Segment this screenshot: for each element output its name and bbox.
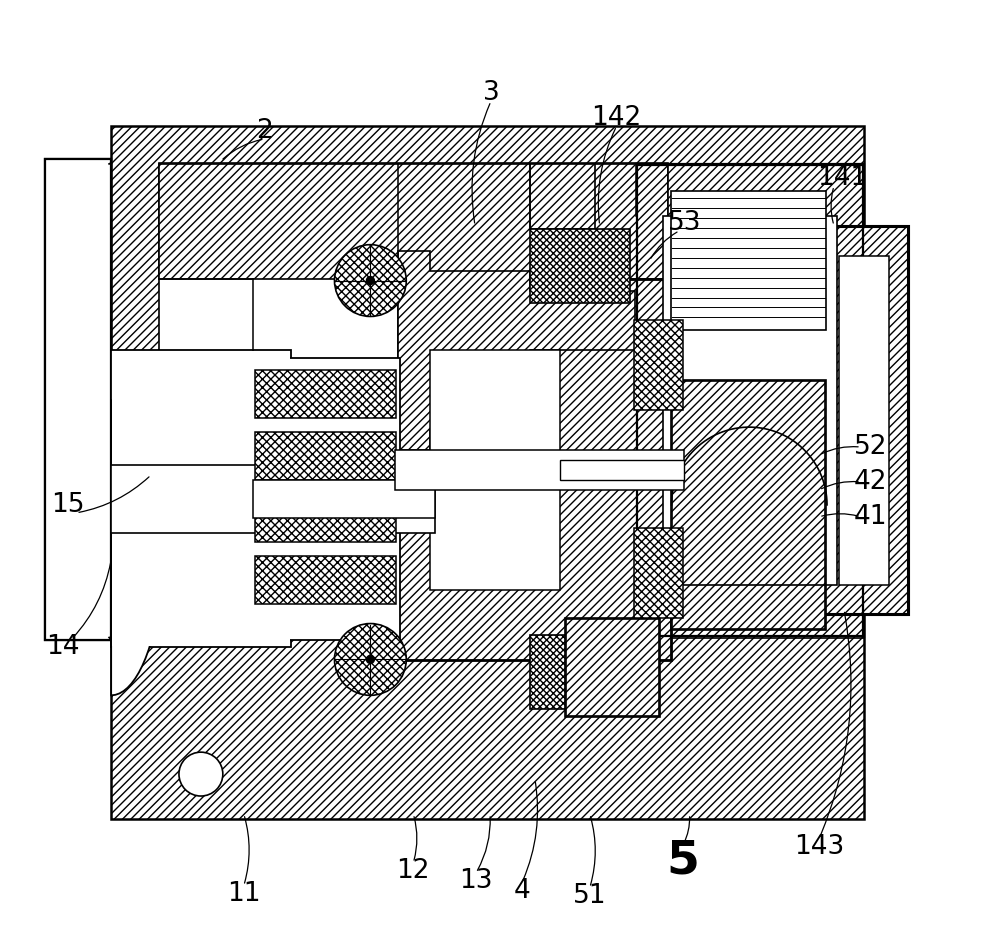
Text: 12: 12 [397, 858, 430, 884]
Bar [159, 164, 668, 279]
Bar [112, 351, 290, 646]
Circle shape [366, 655, 374, 664]
Bar [663, 216, 837, 585]
Bar [668, 524, 864, 638]
Text: 141: 141 [817, 165, 867, 191]
Bar [111, 350, 291, 648]
Bar [398, 279, 672, 661]
Text: 13: 13 [459, 868, 493, 894]
Bar [530, 164, 595, 229]
Bar [560, 460, 684, 480]
Bar [671, 380, 826, 629]
Text: 3: 3 [483, 80, 499, 106]
Text: 4: 4 [514, 878, 530, 903]
Bar [530, 229, 630, 303]
Polygon shape [398, 251, 635, 450]
Bar [399, 280, 671, 660]
Bar [634, 320, 683, 410]
Bar [819, 225, 909, 614]
Text: 42: 42 [854, 469, 888, 495]
Bar [159, 524, 668, 638]
Text: 143: 143 [794, 834, 844, 860]
Bar [45, 159, 111, 640]
Text: 15: 15 [52, 492, 85, 518]
Bar [430, 350, 560, 590]
Bar [668, 164, 864, 279]
Bar [671, 191, 826, 331]
Bar [111, 126, 864, 819]
Circle shape [334, 623, 406, 696]
Bar [663, 216, 837, 585]
Bar [255, 432, 396, 480]
Bar [430, 350, 560, 590]
Bar [820, 226, 908, 613]
Bar [159, 162, 668, 638]
Bar [255, 556, 396, 604]
Bar [46, 160, 110, 639]
Bar [566, 619, 659, 716]
Text: 52: 52 [854, 434, 888, 460]
Bar [111, 465, 435, 532]
Bar [254, 360, 399, 639]
Text: 53: 53 [668, 209, 701, 236]
Bar [839, 255, 889, 585]
Circle shape [179, 752, 223, 796]
Circle shape [334, 245, 406, 316]
Bar [253, 480, 435, 517]
Bar [159, 162, 668, 638]
Polygon shape [111, 400, 163, 696]
Circle shape [366, 277, 374, 285]
Text: 14: 14 [47, 635, 80, 660]
Bar [672, 381, 825, 628]
Text: 51: 51 [573, 883, 606, 909]
Text: 2: 2 [256, 118, 273, 144]
Bar [634, 528, 683, 618]
Bar [636, 164, 864, 637]
Bar [395, 450, 684, 490]
Text: 11: 11 [227, 881, 261, 907]
Bar [255, 494, 396, 542]
Bar [255, 370, 396, 418]
Bar [530, 635, 630, 709]
Bar [565, 618, 660, 717]
Bar [160, 164, 667, 637]
Bar [637, 165, 863, 636]
Text: 5: 5 [666, 839, 699, 884]
Text: 41: 41 [854, 504, 888, 530]
Bar [45, 159, 111, 640]
Bar [839, 255, 889, 585]
Text: 142: 142 [592, 105, 642, 131]
Bar [253, 359, 400, 640]
